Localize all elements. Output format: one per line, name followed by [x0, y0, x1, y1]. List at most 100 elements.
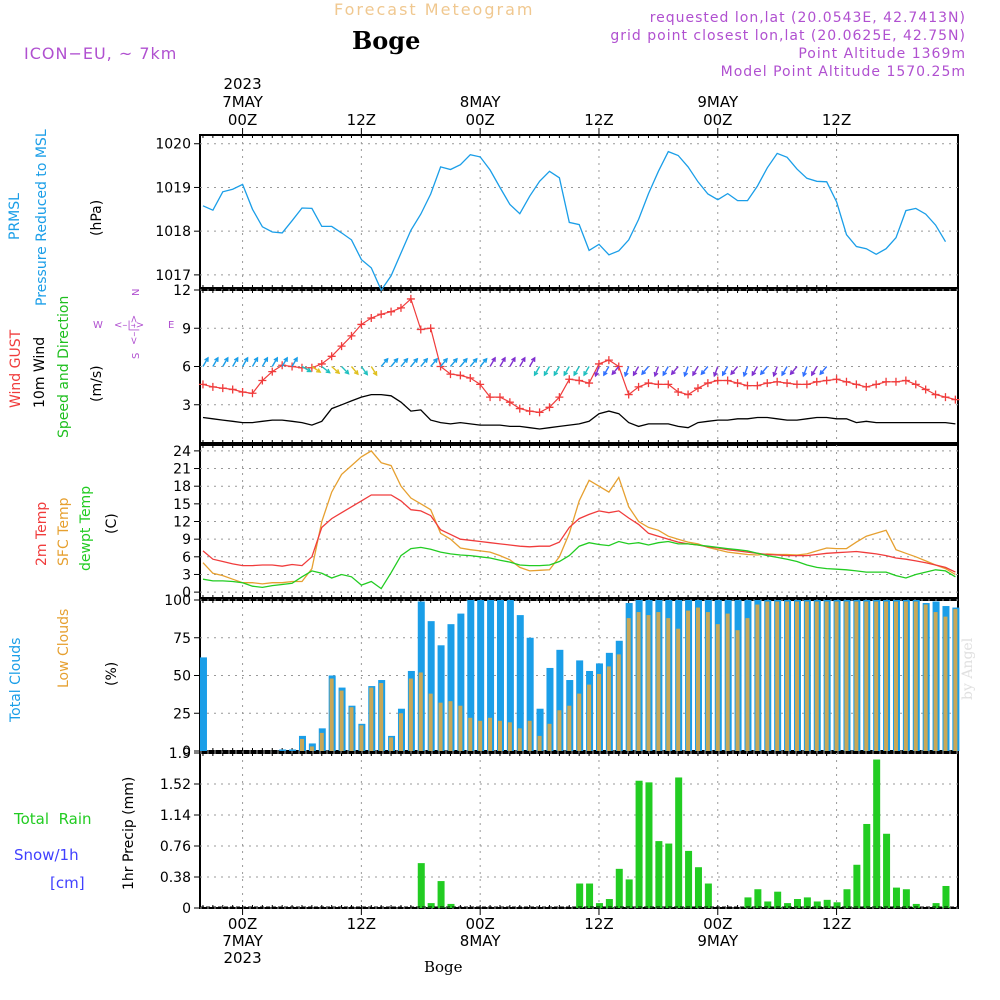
wind-arrow-shaft [671, 366, 679, 375]
gust-marker [426, 324, 435, 333]
rain-bar [873, 759, 881, 908]
rain-bar [625, 879, 633, 908]
wind-arrow [632, 366, 640, 377]
y-tick-label: 50 [173, 669, 191, 685]
wind-arrow-head [393, 357, 399, 363]
low-clouds-bar [507, 722, 512, 751]
gust-marker [664, 380, 673, 389]
wind-arrow-head [204, 356, 209, 362]
wind-arrow-shaft [781, 366, 788, 376]
wind-arrow [819, 366, 828, 376]
wind-arrow-shaft [519, 357, 526, 367]
y-tick-label: 12 [173, 283, 191, 299]
wind-arrow-head [772, 371, 778, 378]
low-clouds-bar [537, 735, 542, 751]
gust-marker [842, 377, 851, 386]
gust-marker [515, 404, 524, 413]
gust-marker [585, 379, 594, 388]
wind-arrow [670, 366, 679, 376]
gust-marker [654, 380, 663, 389]
wind-arrow-shaft [509, 357, 516, 367]
wind-arrow-shaft [563, 366, 570, 376]
wind-arrow [781, 366, 788, 377]
top-axis-label: 2023 [223, 75, 261, 93]
gust-marker [604, 356, 613, 365]
gust-marker [733, 379, 742, 388]
low-clouds-bar [359, 725, 364, 751]
rain-bar [942, 885, 950, 908]
top-axis-label: 12Z [584, 111, 613, 129]
wind-arrow [499, 356, 506, 367]
wind-arrow-head [742, 371, 748, 378]
wind-arrow [232, 356, 239, 367]
wind-arrow-shaft [802, 366, 808, 377]
gust-marker [446, 370, 455, 379]
wind-arrow-shaft [459, 358, 468, 367]
rain-bar [694, 867, 702, 908]
y-tick-label: 25 [173, 706, 191, 722]
wind-arrow [420, 357, 429, 367]
wind-arrow-head [273, 356, 278, 362]
rain-bar [912, 903, 920, 908]
gust-marker [456, 371, 465, 380]
wind-arrow-head [583, 371, 588, 377]
low-clouds-bar [814, 601, 819, 751]
wind-arrow-shaft [692, 366, 699, 376]
gust-marker [476, 380, 485, 389]
wind-arrow-head [482, 357, 488, 363]
wind-arrow-head [662, 371, 668, 377]
wind-arrow-shaft [202, 357, 209, 367]
wind-arrow-shaft [662, 366, 669, 376]
wind-arrow-head [603, 371, 608, 377]
wind-arrow-head [462, 357, 468, 363]
low-clouds-bar [587, 684, 592, 751]
wind-arrow [713, 366, 719, 378]
wind-arrow [449, 357, 458, 367]
wind-arrow-head [443, 357, 448, 363]
rain-bar [883, 833, 891, 908]
wind-arrow-head [553, 371, 559, 377]
wind-arrow [212, 356, 219, 367]
wind-arrow-head [413, 357, 419, 363]
rain-bar [774, 891, 782, 908]
low-clouds-bar [349, 707, 354, 751]
wind-arrow [573, 366, 580, 377]
wind-arrow-head [472, 357, 478, 363]
gust-marker [941, 393, 950, 402]
rain-bar [902, 889, 910, 908]
y-tick-label: 15 [173, 497, 191, 513]
gust-marker [406, 294, 415, 303]
low-clouds-bar [468, 717, 473, 751]
low-clouds-bar [695, 607, 700, 751]
wind-arrow [662, 366, 669, 377]
wind-arrow-head [811, 371, 816, 377]
y-tick-label: 0 [182, 901, 191, 917]
low-clouds-bar [369, 687, 374, 751]
wind-arrow-shaft [611, 366, 620, 375]
rain-bar [635, 780, 643, 908]
low-clouds-bar [389, 737, 394, 751]
wind-arrow-head [491, 356, 496, 362]
gust-marker [684, 390, 693, 399]
low-clouds-bar [735, 630, 740, 751]
wind-arrow-head [214, 356, 219, 362]
low-clouds-bar [864, 601, 869, 751]
top-axis-label: 00Z [465, 111, 494, 129]
wind-arrow [261, 356, 269, 367]
wind-arrow-head [543, 371, 549, 377]
wind-arrow [802, 366, 808, 378]
wind-arrow-head [632, 371, 638, 377]
rain-bar [595, 903, 603, 908]
rain-bar [803, 897, 811, 908]
low-clouds-bar [943, 616, 948, 751]
wind-arrow [350, 366, 359, 376]
gust-marker [773, 377, 782, 386]
rain-bar [605, 899, 613, 908]
y-tick-label: 21 [173, 462, 191, 478]
wind-arrow-shaft [624, 366, 630, 377]
low-clouds-bar [874, 601, 879, 751]
wind-arrow-shaft [251, 357, 259, 367]
location-title: Boge [352, 26, 421, 55]
low-clouds-bar [725, 613, 730, 751]
gust-marker [575, 376, 584, 385]
